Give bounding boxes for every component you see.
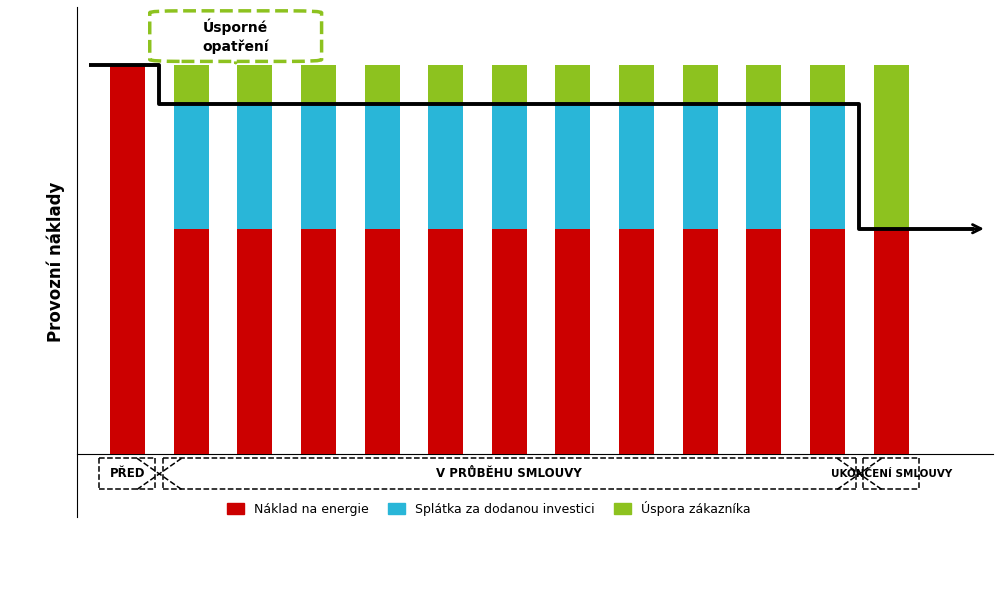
Bar xyxy=(874,228,909,455)
Bar xyxy=(365,228,400,455)
Bar xyxy=(237,104,272,228)
Bar xyxy=(428,104,463,228)
Bar xyxy=(619,104,654,228)
FancyBboxPatch shape xyxy=(150,11,322,61)
Text: V PRŮBĚHU SMLOUVY: V PRŮBĚHU SMLOUVY xyxy=(436,467,582,480)
Bar xyxy=(237,228,272,455)
Bar xyxy=(365,104,400,228)
Bar xyxy=(810,65,845,104)
Bar xyxy=(110,65,145,455)
Y-axis label: Provozní náklady: Provozní náklady xyxy=(47,181,65,342)
Bar xyxy=(174,65,209,104)
Bar xyxy=(746,65,781,104)
Bar xyxy=(301,104,336,228)
Bar xyxy=(174,228,209,455)
Bar xyxy=(237,65,272,104)
Bar xyxy=(746,104,781,228)
Bar xyxy=(492,65,527,104)
Bar xyxy=(492,104,527,228)
Bar xyxy=(683,65,718,104)
Text: Úsporné
opatření: Úsporné opatření xyxy=(202,18,269,54)
Bar xyxy=(619,65,654,104)
Bar xyxy=(365,65,400,104)
Bar xyxy=(428,65,463,104)
Text: PŘED: PŘED xyxy=(110,467,145,480)
Bar xyxy=(746,228,781,455)
Bar xyxy=(555,104,590,228)
Bar xyxy=(555,228,590,455)
Bar xyxy=(619,228,654,455)
Bar xyxy=(174,104,209,228)
Text: UKONČENÍ SMLOUVY: UKONČENÍ SMLOUVY xyxy=(831,469,952,479)
Bar xyxy=(301,228,336,455)
Bar xyxy=(492,228,527,455)
Bar xyxy=(555,65,590,104)
Bar xyxy=(683,228,718,455)
Bar xyxy=(810,228,845,455)
Bar xyxy=(428,228,463,455)
Bar xyxy=(301,65,336,104)
Bar xyxy=(810,104,845,228)
Bar xyxy=(874,65,909,228)
Legend: Náklad na energie, Splátka za dodanou investici, Úspora zákazníka: Náklad na energie, Splátka za dodanou in… xyxy=(227,500,751,515)
Bar xyxy=(683,104,718,228)
